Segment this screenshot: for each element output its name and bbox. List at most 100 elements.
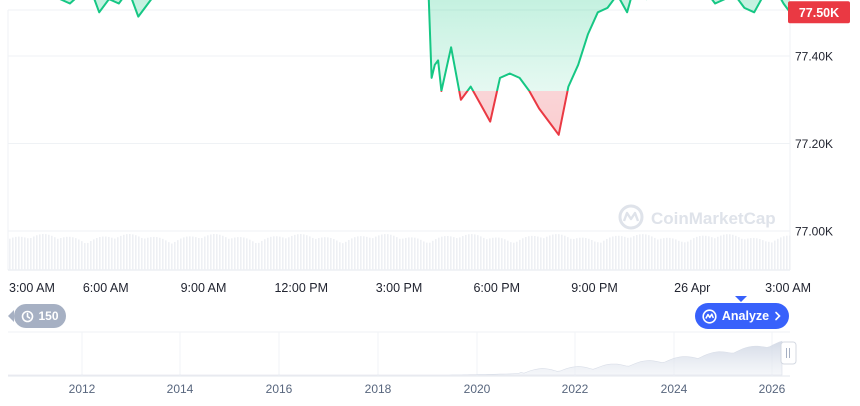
volume-bar (81, 241, 83, 270)
volume-bar (138, 236, 140, 270)
volume-bar (648, 235, 650, 270)
volume-bar (663, 238, 665, 270)
volume-bar (39, 234, 41, 270)
area-below-reference (441, 91, 568, 135)
volume-bar (48, 234, 50, 270)
price-line-down (440, 91, 569, 136)
volume-bar (129, 234, 131, 270)
analyze-button[interactable]: Analyze (695, 303, 789, 329)
volume-bar (561, 234, 563, 270)
grid-layer (7, 9, 791, 271)
volume-bar (291, 235, 293, 270)
volume-bar (672, 238, 674, 270)
volume-bar (726, 234, 728, 270)
volume-bar (417, 238, 419, 270)
volume-bar (618, 235, 620, 270)
volume-bar (90, 241, 92, 270)
coinmarketcap-logo-icon (618, 204, 644, 230)
volume-bar (738, 237, 740, 270)
volume-bar (54, 237, 56, 270)
volume-bar (135, 235, 137, 270)
volume-bar (360, 236, 362, 270)
volume-bar (597, 242, 599, 270)
volume-bar (633, 236, 635, 270)
volume-bar (252, 241, 254, 270)
volume-bar (405, 237, 407, 270)
volume-bar (357, 236, 359, 270)
x-tick-label: 6:00 AM (83, 281, 129, 295)
volume-bar (84, 243, 86, 270)
volume-bar (312, 237, 314, 270)
volume-bar (114, 238, 116, 270)
volume-bar (354, 237, 356, 270)
current-price-badge (788, 1, 850, 24)
volume-bar (621, 236, 623, 270)
volume-bar (207, 235, 209, 270)
y-tick-label: 77.20K (795, 137, 833, 151)
volume-bar (327, 237, 329, 270)
volume-bar (261, 240, 263, 270)
navigator-handle[interactable] (780, 341, 797, 365)
volume-bar (162, 238, 164, 270)
volume-bar (27, 238, 29, 270)
volume-bar (528, 236, 530, 270)
volume-bar (729, 234, 731, 270)
volume-bar (282, 237, 284, 270)
volume-bar (231, 238, 233, 270)
volume-bar (204, 236, 206, 270)
volume-bar (237, 237, 239, 270)
volume-bar (579, 237, 581, 270)
volume-bar (117, 237, 119, 270)
volume-bar (216, 234, 218, 270)
volume-bar (522, 238, 524, 270)
volume-bar (426, 242, 428, 270)
volume-bar (759, 238, 761, 270)
volume-bar (372, 238, 374, 270)
volume-bar (213, 234, 215, 270)
volume-bar (669, 237, 671, 270)
y-tick-label: 77.40K (795, 50, 833, 64)
volume-bar (687, 241, 689, 270)
volume-bar (147, 237, 149, 270)
volume-bar (771, 242, 773, 270)
volume-bar (60, 237, 62, 270)
x-axis: 3:00 AM 6:00 AM 9:00 AM 12:00 PM 3:00 PM 6:00… (8, 281, 811, 322)
range-navigator[interactable]: 2012 2014 2016 2018 2020 2022 2024 2026 (8, 331, 797, 396)
volume-bar (123, 234, 125, 270)
volume-bar (18, 236, 20, 270)
volume-bar (423, 241, 425, 270)
volume-bar (399, 238, 401, 270)
chevron-right-icon (774, 311, 782, 321)
volume-bar (636, 235, 638, 270)
volume-bar (63, 237, 65, 270)
volume-bar (435, 239, 437, 270)
volume-bar (471, 234, 473, 270)
volume-bar (342, 243, 344, 270)
volume-bar (705, 235, 707, 270)
volume-bar (414, 237, 416, 270)
history-badge[interactable]: 150 (14, 304, 66, 328)
volume-bar (69, 236, 71, 270)
volume-bar (789, 235, 791, 270)
volume-bar (765, 241, 767, 270)
volume-bar (102, 236, 104, 270)
volume-bar (264, 239, 266, 270)
volume-bar (702, 235, 704, 270)
volume-bar (246, 238, 248, 270)
volume-bar (504, 239, 506, 270)
volume-bar (51, 235, 53, 270)
volume-bar (12, 237, 14, 270)
volume-bar (279, 236, 281, 270)
volume-bar (717, 236, 719, 270)
volume-bar (318, 238, 320, 270)
volume-bar (696, 236, 698, 270)
volume-bar (411, 237, 413, 270)
volume-bar (171, 243, 173, 270)
volume-bar (105, 236, 107, 270)
navigator-year-label: 2012 (69, 382, 96, 396)
volume-bar (777, 238, 779, 270)
volume-bar (624, 236, 626, 270)
